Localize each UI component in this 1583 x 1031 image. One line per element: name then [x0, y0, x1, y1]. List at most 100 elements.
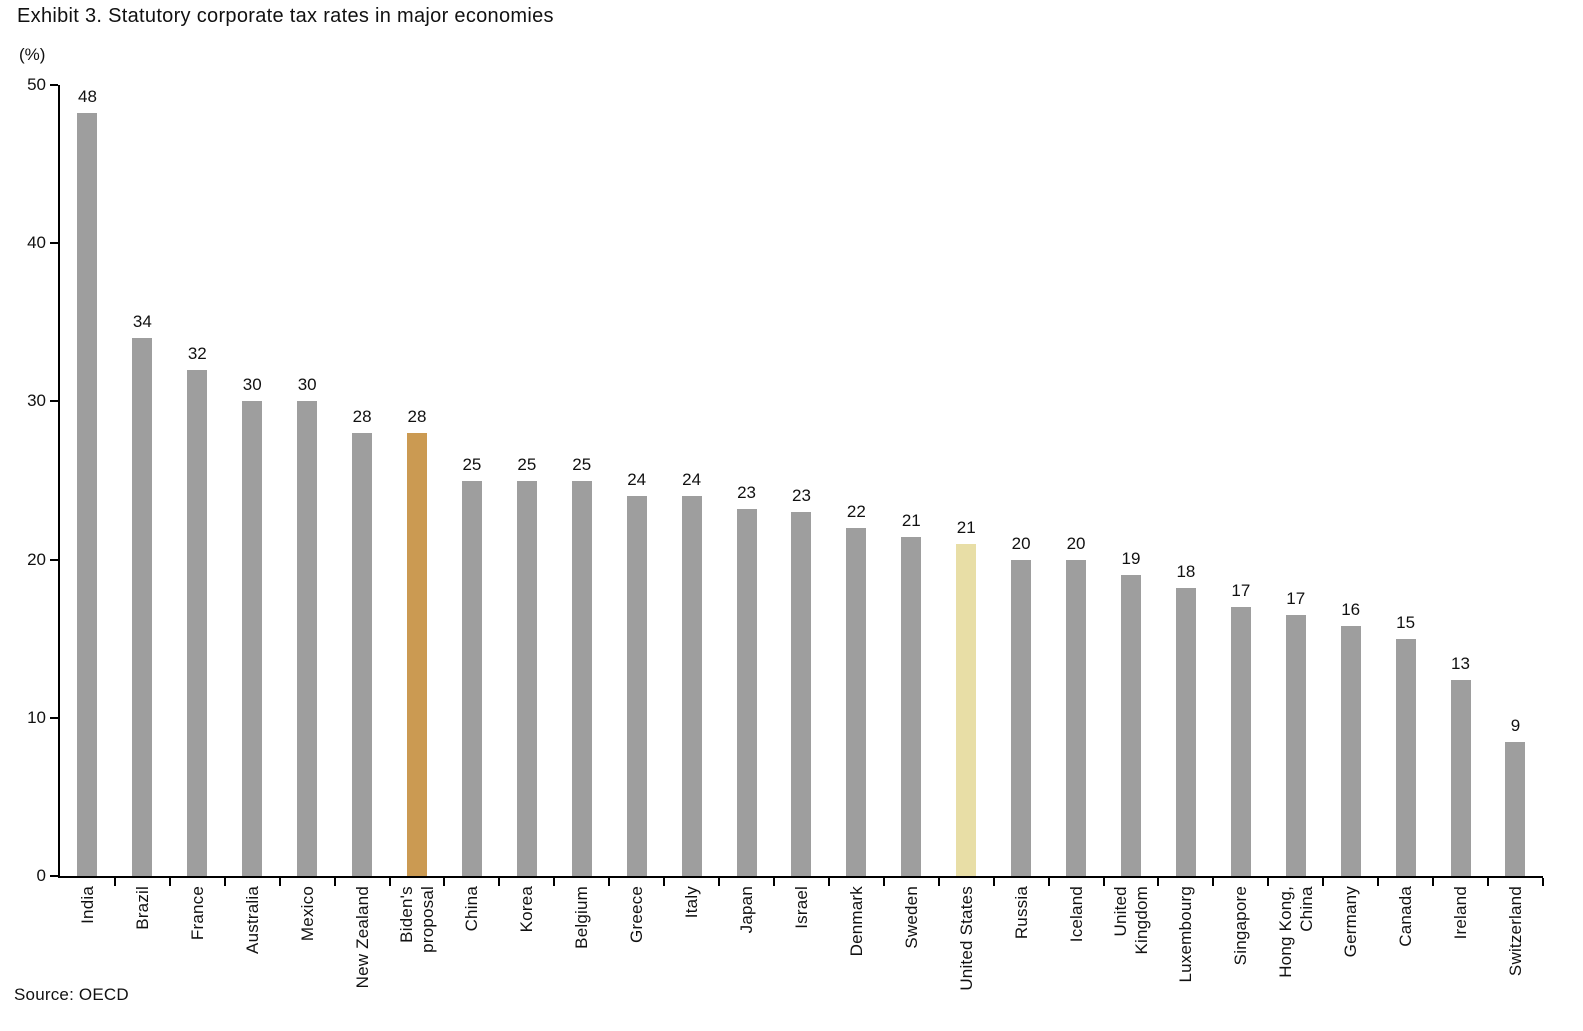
category-new-zealand: 28 New Zealand — [335, 85, 391, 988]
y-axis-tick — [50, 716, 58, 719]
x-label-australia: Australia — [242, 886, 262, 954]
x-axis-tick — [1322, 878, 1325, 886]
value-label-france: 32 — [187, 343, 207, 363]
value-label-sweden: 21 — [901, 511, 921, 531]
value-label-luxembourg: 18 — [1176, 562, 1196, 582]
bar-mexico — [297, 401, 318, 876]
y-axis-tick — [50, 400, 58, 403]
x-axis-tick — [553, 878, 556, 886]
bar-series: 48 India 34 Brazil 32 France 30 Australia 30 Mexi… — [60, 85, 1544, 991]
value-label-biden-s-proposal: 28 — [407, 407, 427, 427]
bar-japan — [736, 508, 757, 876]
x-axis-tick — [937, 878, 940, 886]
x-label-luxembourg: Luxembourg — [1176, 886, 1196, 983]
value-label-canada: 15 — [1396, 612, 1416, 632]
x-axis-tick — [1377, 878, 1380, 886]
y-axis-tick — [50, 242, 58, 245]
y-axis-unit-label: (%) — [19, 45, 46, 64]
category-biden-s-proposal: 28 Biden's proposal — [390, 85, 446, 953]
x-axis-tick — [498, 878, 501, 886]
bar-china — [461, 480, 482, 876]
x-axis-tick — [882, 878, 885, 886]
bar-greece — [626, 496, 647, 876]
x-label-germany: Germany — [1341, 886, 1361, 958]
y-axis-tick — [50, 84, 58, 86]
category-mexico: 30 Mexico — [280, 85, 336, 941]
bar-italy — [681, 496, 702, 876]
x-axis-tick — [333, 878, 336, 886]
chart-title: Exhibit 3. Statutory corporate tax rates… — [17, 5, 554, 27]
category-france: 32 France — [170, 85, 226, 940]
bar-australia — [242, 401, 263, 876]
bar-brazil — [132, 338, 153, 876]
bar-biden-s-proposal — [406, 433, 427, 876]
x-label-sweden: Sweden — [901, 886, 921, 949]
source-note: Source: OECD — [14, 985, 129, 1004]
value-label-korea: 25 — [517, 454, 537, 474]
x-label-greece: Greece — [627, 886, 647, 943]
x-label-china: China — [462, 886, 482, 932]
x-label-wrap-switzerland: Switzerland — [1474, 886, 1557, 976]
value-label-china: 25 — [462, 454, 482, 474]
x-axis-tick — [718, 878, 721, 886]
y-axis-tick-label: 30 — [27, 391, 46, 411]
x-label-brazil: Brazil — [132, 886, 152, 930]
bar-india — [77, 113, 98, 876]
category-israel: 23 Israel — [774, 85, 830, 929]
bar-united-states — [956, 543, 977, 876]
category-iceland: 20 Iceland — [1049, 85, 1105, 942]
x-axis-tick — [608, 878, 611, 886]
category-brazil: 34 Brazil — [115, 85, 171, 930]
value-label-russia: 20 — [1011, 533, 1031, 553]
bar-ireland — [1450, 679, 1471, 876]
x-label-france: France — [187, 886, 207, 941]
x-axis-tick — [772, 878, 775, 886]
bar-singapore — [1230, 607, 1251, 876]
bar-korea — [516, 480, 537, 876]
x-label-russia: Russia — [1011, 886, 1031, 940]
value-label-germany: 16 — [1341, 600, 1361, 620]
value-label-australia: 30 — [242, 375, 262, 395]
x-label-israel: Israel — [791, 886, 811, 929]
x-label-switzerland: Switzerland — [1505, 886, 1525, 977]
bar-hong-kong-china — [1285, 614, 1306, 876]
category-switzerland: 9 Switzerland — [1488, 85, 1544, 976]
value-label-brazil: 34 — [132, 312, 152, 332]
x-axis-tick — [827, 878, 830, 886]
x-label-mexico: Mexico — [297, 886, 317, 942]
category-australia: 30 Australia — [225, 85, 281, 954]
bar-luxembourg — [1175, 588, 1196, 876]
category-singapore: 17 Singapore — [1213, 85, 1270, 965]
bar-iceland — [1066, 559, 1087, 876]
x-label-ireland: Ireland — [1451, 886, 1470, 940]
category-denmark: 22 Denmark — [829, 85, 885, 956]
x-axis-tick — [168, 878, 171, 886]
x-label-denmark: Denmark — [846, 886, 866, 957]
x-axis-tick — [992, 878, 995, 886]
category-ireland: 13 Ireland — [1433, 85, 1489, 939]
x-axis-tick — [443, 878, 446, 886]
category-sweden: 21 Sweden — [884, 85, 940, 949]
value-label-ireland: 13 — [1451, 653, 1470, 673]
x-axis-tick — [1212, 878, 1215, 886]
bar-belgium — [571, 480, 592, 876]
bar-switzerland — [1505, 741, 1526, 876]
bar-russia — [1011, 559, 1032, 876]
x-axis-tick — [388, 878, 391, 886]
x-label-japan: Japan — [737, 886, 757, 934]
bar-france — [187, 369, 208, 876]
category-india: 48 India — [60, 85, 116, 924]
value-label-united-states: 21 — [956, 517, 976, 537]
bar-denmark — [846, 527, 867, 876]
x-label-italy: Italy — [682, 886, 702, 919]
x-axis-tick — [1432, 878, 1435, 886]
x-axis-tick — [113, 878, 116, 886]
category-germany: 16 Germany — [1323, 85, 1380, 957]
value-label-singapore: 17 — [1231, 581, 1251, 601]
x-axis-tick — [1157, 878, 1160, 886]
x-axis-tick — [1267, 878, 1270, 886]
category-korea: 25 Korea — [499, 85, 556, 932]
plot-area: 0 10 20 30 40 50 48 India 34 Brazil 32 France 30 Aus… — [27, 75, 1544, 991]
value-label-iceland: 20 — [1066, 533, 1086, 553]
